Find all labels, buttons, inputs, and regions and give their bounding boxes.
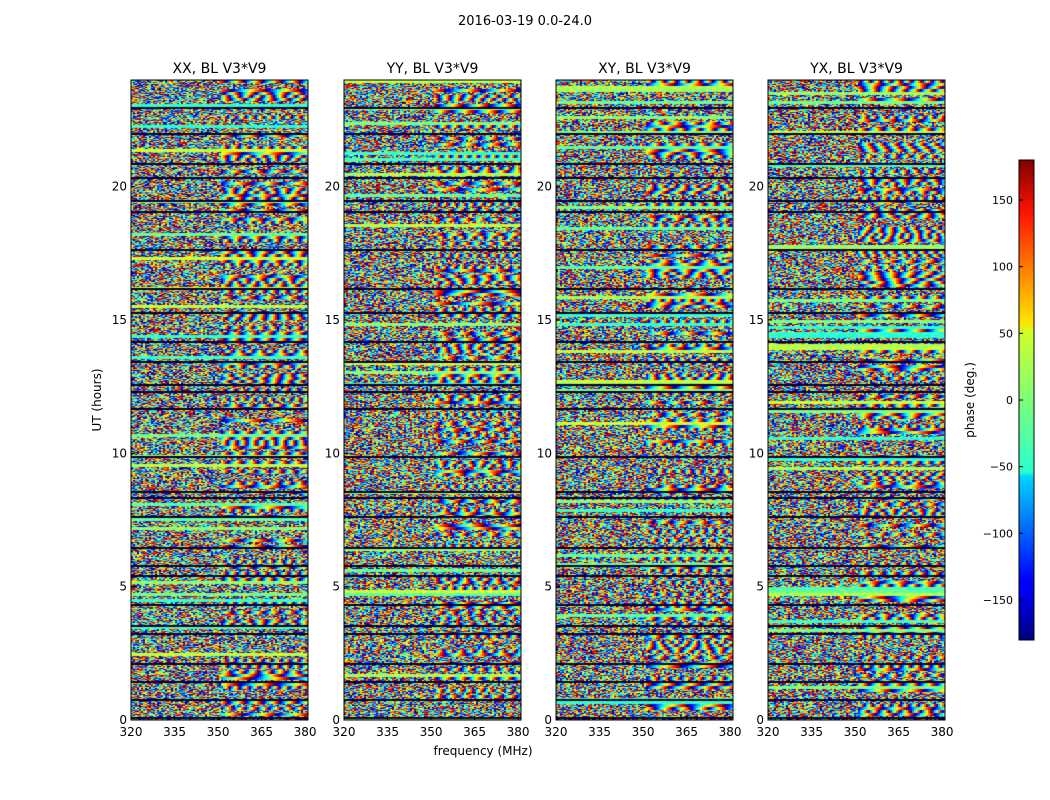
y-tick-label: 20 xyxy=(325,180,340,194)
heatmap-yx xyxy=(768,80,945,720)
y-tick-label: 10 xyxy=(749,446,764,460)
colorbar-ticks: 150 100 50 0 −50 −100 −150 xyxy=(983,194,1023,607)
y-axis-label: UT (hours) xyxy=(90,368,104,431)
x-tick-label: 350 xyxy=(420,725,443,739)
x-tick-label: 320 xyxy=(120,725,143,739)
y-tick-label: 5 xyxy=(756,580,764,594)
panel-xy: XY, BL V3*V9 320 335 350 365 380 0 5 10 15 20 xyxy=(537,61,742,739)
colorbar: 150 100 50 0 −50 −100 −150 phase (deg.) xyxy=(963,159,1035,641)
x-tick-label: 365 xyxy=(463,725,486,739)
panel-yx: YX, BL V3*V9 320 335 350 365 380 0 5 10 15 20 xyxy=(749,61,954,739)
figure-suptitle: 2016-03-19 0.0-24.0 xyxy=(458,14,592,29)
panel-title: YX, BL V3*V9 xyxy=(809,61,903,77)
x-tick-label: 380 xyxy=(294,725,317,739)
x-tick-label: 320 xyxy=(333,725,356,739)
y-tick-label: 0 xyxy=(756,713,764,727)
x-tick-label: 335 xyxy=(163,725,186,739)
colorbar-tick-label: −100 xyxy=(983,527,1013,540)
y-tick-label: 15 xyxy=(112,313,127,327)
panel-frame xyxy=(343,79,522,721)
colorbar-tick-label: 50 xyxy=(999,327,1013,340)
x-axis-label: frequency (MHz) xyxy=(433,744,532,758)
heatmap-yy xyxy=(344,80,521,720)
y-tick-label: 5 xyxy=(544,580,552,594)
x-tick-label: 335 xyxy=(376,725,399,739)
colorbar-label: phase (deg.) xyxy=(963,362,977,438)
colorbar-tick-label: −50 xyxy=(990,461,1013,474)
x-tick-label: 350 xyxy=(207,725,230,739)
x-tick-label: 365 xyxy=(887,725,910,739)
y-tick-label: 10 xyxy=(325,446,340,460)
panel-frame xyxy=(130,79,309,721)
x-tick-label: 350 xyxy=(844,725,867,739)
colorbar-tick-label: 0 xyxy=(1006,394,1013,407)
y-tick-label: 5 xyxy=(332,580,340,594)
y-tick-label: 0 xyxy=(544,713,552,727)
y-tick-label: 15 xyxy=(749,313,764,327)
y-tick-label: 15 xyxy=(325,313,340,327)
y-tick-label: 5 xyxy=(119,580,127,594)
x-tick-label: 350 xyxy=(632,725,655,739)
panel-title: XX, BL V3*V9 xyxy=(173,61,267,77)
y-tick-label: 20 xyxy=(112,180,127,194)
x-tick-label: 320 xyxy=(757,725,780,739)
x-tick-label: 380 xyxy=(719,725,742,739)
x-tick-label: 335 xyxy=(800,725,823,739)
y-tick-label: 20 xyxy=(749,180,764,194)
heatmap-xx xyxy=(131,80,308,720)
panel-xx: XX, BL V3*V9 320 335 350 365 380 0 5 10 15 20 xyxy=(112,61,317,739)
panel-title: YY, BL V3*V9 xyxy=(386,61,479,77)
y-tick-label: 0 xyxy=(119,713,127,727)
panel-yy: YY, BL V3*V9 320 335 350 365 380 0 5 10 15 20 xyxy=(325,61,530,739)
x-tick-label: 320 xyxy=(545,725,568,739)
x-tick-label: 365 xyxy=(675,725,698,739)
heatmap-xy xyxy=(556,80,733,720)
panel-frame xyxy=(555,79,734,721)
y-tick-label: 10 xyxy=(112,446,127,460)
colorbar-tick-label: 100 xyxy=(992,261,1013,274)
x-tick-label: 380 xyxy=(931,725,954,739)
y-tick-label: 15 xyxy=(537,313,552,327)
colorbar-tick-label: 150 xyxy=(992,194,1013,207)
x-tick-label: 365 xyxy=(250,725,273,739)
y-tick-label: 20 xyxy=(537,180,552,194)
y-tick-label: 0 xyxy=(332,713,340,727)
x-tick-label: 335 xyxy=(588,725,611,739)
colorbar-tick-label: −150 xyxy=(983,594,1013,607)
y-tick-label: 10 xyxy=(537,446,552,460)
panel-title: XY, BL V3*V9 xyxy=(598,61,691,77)
panel-frame xyxy=(767,79,946,721)
x-tick-label: 380 xyxy=(507,725,530,739)
